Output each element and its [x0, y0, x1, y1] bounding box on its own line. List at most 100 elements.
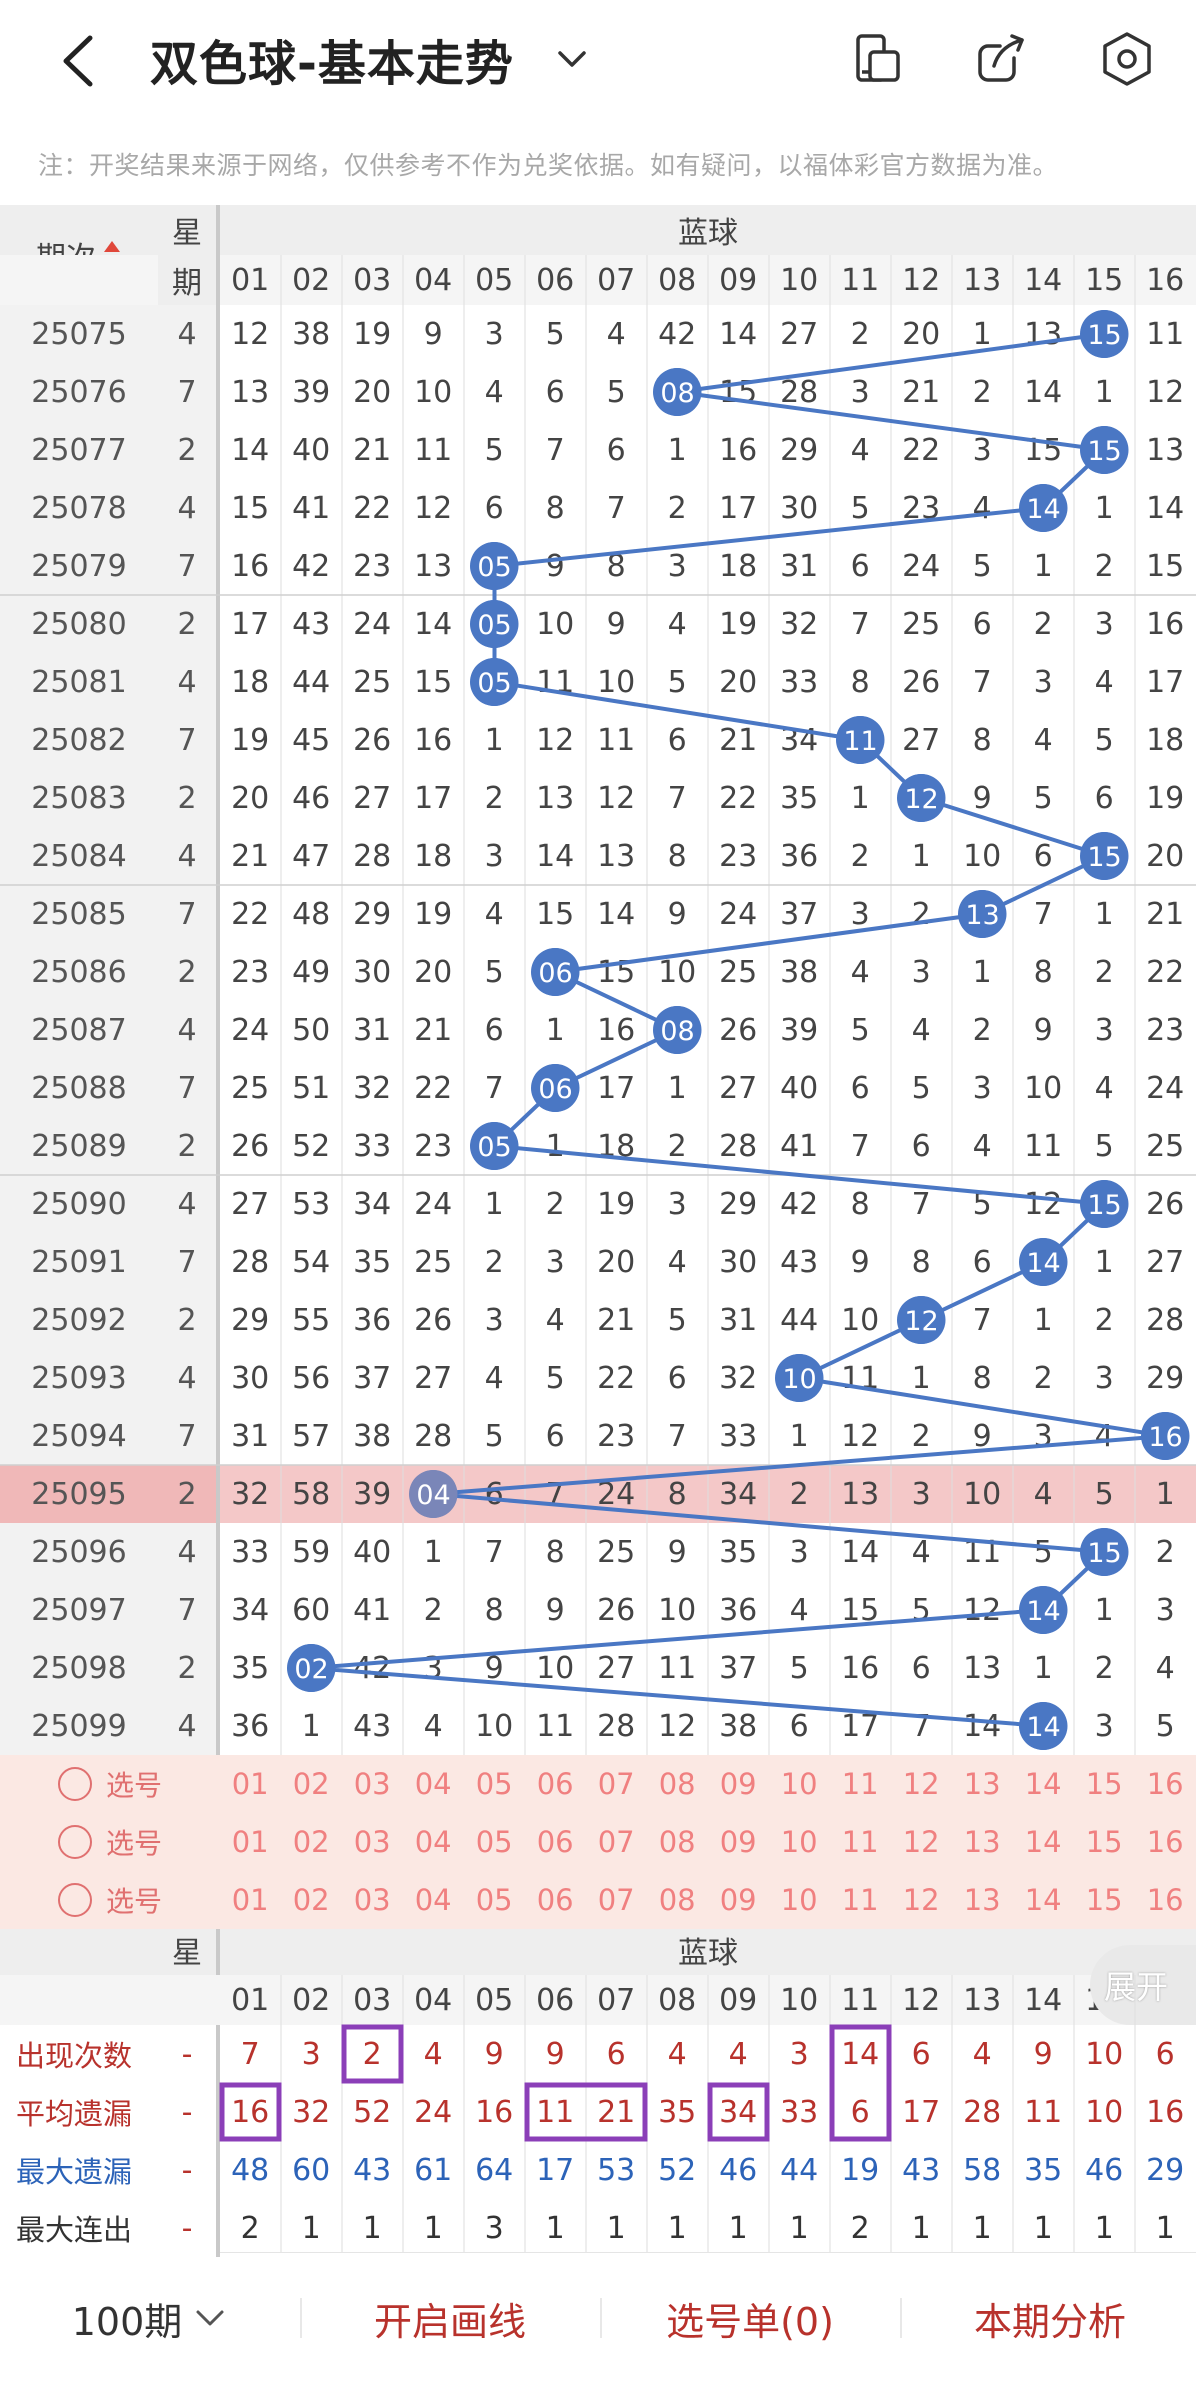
miss-count: 2 — [423, 1592, 443, 1628]
period-count-dropdown[interactable]: 100期 — [30, 2253, 270, 2382]
miss-count: 3 — [1033, 1418, 1053, 1454]
select-number[interactable]: 14 — [1024, 1825, 1062, 1859]
select-number[interactable]: 05 — [475, 1883, 513, 1917]
select-number[interactable]: 02 — [292, 1825, 330, 1859]
expand-button[interactable]: 展开 — [1090, 1945, 1196, 2025]
select-number[interactable]: 11 — [841, 1767, 879, 1801]
select-number[interactable]: 06 — [536, 1883, 574, 1917]
select-number[interactable]: 16 — [1146, 1767, 1184, 1801]
select-number[interactable]: 07 — [597, 1767, 635, 1801]
select-number[interactable]: 09 — [719, 1767, 757, 1801]
miss-count: 3 — [1094, 1708, 1114, 1744]
miss-count: 2 — [1033, 606, 1053, 642]
blue-ball-hit: 11 — [830, 711, 890, 769]
select-number[interactable]: 08 — [658, 1883, 696, 1917]
select-number[interactable]: 07 — [597, 1883, 635, 1917]
radio-circle-icon[interactable] — [57, 1825, 92, 1859]
select-number[interactable]: 06 — [536, 1767, 574, 1801]
radio-circle-icon[interactable] — [57, 1883, 92, 1917]
select-number[interactable]: 03 — [353, 1825, 391, 1859]
stat-value: 4 — [667, 2036, 687, 2072]
table-row: 25091 7 28 54 35 25 2 3 20 4 30 43 9 8 6 14 1 27 — [0, 1233, 1196, 1291]
select-number[interactable]: 16 — [1146, 1883, 1184, 1917]
select-number[interactable]: 01 — [231, 1883, 269, 1917]
select-number[interactable]: 02 — [292, 1883, 330, 1917]
miss-count: 7 — [484, 1070, 504, 1106]
title-dropdown[interactable]: 双色球-基本走势 — [150, 26, 592, 92]
stats-ball-number-header: 12 — [902, 1982, 941, 2018]
radio-circle-icon[interactable] — [57, 1767, 92, 1801]
select-number[interactable]: 04 — [414, 1883, 452, 1917]
page-title: 双色球-基本走势 — [150, 36, 514, 92]
miss-count: 14 — [597, 896, 636, 932]
stat-value: 1 — [789, 2210, 809, 2246]
miss-count: 4 — [789, 1592, 809, 1628]
select-number[interactable]: 14 — [1024, 1767, 1062, 1801]
period-analysis-button[interactable]: 本期分析 — [973, 2299, 1126, 2344]
select-toggle[interactable]: 选号 — [0, 1755, 220, 1813]
select-number[interactable]: 13 — [963, 1767, 1001, 1801]
back-arrow-icon[interactable] — [50, 26, 110, 96]
table-row: 25080 2 17 43 24 14 05 10 9 4 19 32 7 25 6 2 3 16 — [0, 595, 1196, 653]
select-number[interactable]: 13 — [963, 1825, 1001, 1859]
select-number[interactable]: 02 — [292, 1767, 330, 1801]
miss-count: 10 — [536, 606, 575, 642]
miss-count: 43 — [292, 606, 331, 642]
table-row: 25089 2 26 52 33 23 05 1 18 2 28 41 7 6 4 11 5 25 — [0, 1117, 1196, 1175]
settings-hexagon-icon[interactable] — [1096, 28, 1158, 90]
miss-count: 31 — [353, 1012, 392, 1048]
select-number[interactable]: 16 — [1146, 1825, 1184, 1859]
miss-count: 13 — [597, 838, 636, 874]
select-number[interactable]: 12 — [902, 1883, 940, 1917]
select-number[interactable]: 09 — [719, 1825, 757, 1859]
select-toggle[interactable]: 选号 — [0, 1813, 220, 1871]
select-number[interactable]: 15 — [1085, 1767, 1123, 1801]
miss-count: 24 — [1146, 1070, 1185, 1106]
stat-value: 35 — [1024, 2152, 1063, 2188]
selection-list-button[interactable]: 选号单(0) — [666, 2299, 834, 2344]
miss-count: 23 — [414, 1128, 453, 1164]
share-icon[interactable] — [970, 28, 1032, 90]
select-number[interactable]: 08 — [658, 1825, 696, 1859]
draw-line-button[interactable]: 开启画线 — [373, 2299, 526, 2344]
select-toggle[interactable]: 选号 — [0, 1871, 220, 1929]
select-number[interactable]: 06 — [536, 1825, 574, 1859]
select-number[interactable]: 10 — [780, 1825, 818, 1859]
select-number[interactable]: 03 — [353, 1883, 391, 1917]
select-number[interactable]: 15 — [1085, 1825, 1123, 1859]
select-number[interactable]: 07 — [597, 1825, 635, 1859]
stats-ball-number-header: 14 — [1024, 1982, 1063, 2018]
stats-ball-number-header: 08 — [658, 1982, 697, 2018]
select-number[interactable]: 03 — [353, 1767, 391, 1801]
miss-count: 28 — [597, 1708, 636, 1744]
week-day: 4 — [158, 1175, 220, 1233]
miss-count: 5 — [484, 954, 504, 990]
select-number[interactable]: 01 — [231, 1767, 269, 1801]
stat-value: 52 — [658, 2152, 697, 2188]
table-row: 25079 7 16 42 23 13 05 9 8 3 18 31 6 24 5 1 2 15 — [0, 537, 1196, 595]
miss-count: 6 — [972, 606, 992, 642]
select-number[interactable]: 12 — [902, 1825, 940, 1859]
select-number[interactable]: 14 — [1024, 1883, 1062, 1917]
select-number[interactable]: 11 — [841, 1825, 879, 1859]
select-number[interactable]: 08 — [658, 1767, 696, 1801]
select-number[interactable]: 12 — [902, 1767, 940, 1801]
select-number[interactable]: 04 — [414, 1767, 452, 1801]
select-number[interactable]: 15 — [1085, 1883, 1123, 1917]
select-number[interactable]: 11 — [841, 1883, 879, 1917]
ball-value: 14 — [1019, 1586, 1068, 1634]
select-number[interactable]: 13 — [963, 1883, 1001, 1917]
miss-count: 14 — [963, 1708, 1002, 1744]
ball-number-header: 13 — [963, 262, 1002, 298]
select-number[interactable]: 05 — [475, 1825, 513, 1859]
miss-count: 1 — [972, 316, 992, 352]
select-number[interactable]: 01 — [231, 1825, 269, 1859]
select-number[interactable]: 05 — [475, 1767, 513, 1801]
select-number[interactable]: 10 — [780, 1767, 818, 1801]
device-icon[interactable] — [848, 28, 910, 90]
stats-ball-number-header: 04 — [414, 1982, 453, 2018]
select-number[interactable]: 09 — [719, 1883, 757, 1917]
select-number[interactable]: 04 — [414, 1825, 452, 1859]
select-number[interactable]: 10 — [780, 1883, 818, 1917]
miss-count: 30 — [353, 954, 392, 990]
